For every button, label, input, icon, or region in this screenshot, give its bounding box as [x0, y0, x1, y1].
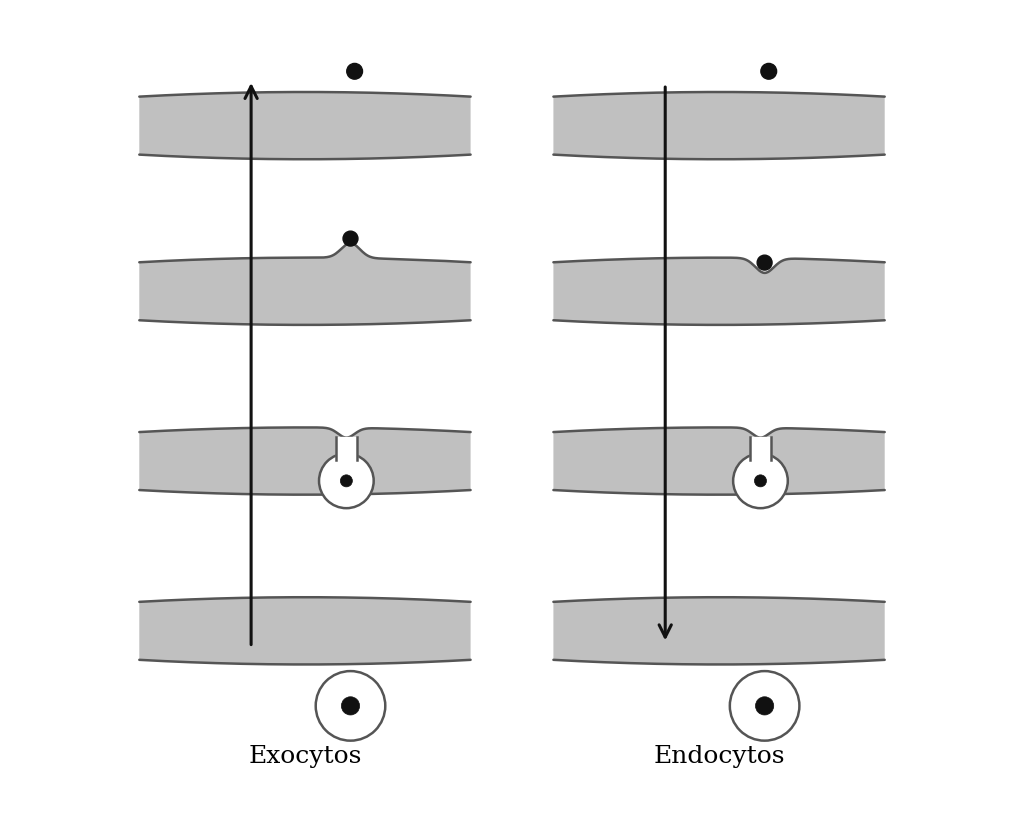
- Polygon shape: [553, 258, 885, 325]
- Polygon shape: [139, 243, 471, 325]
- Polygon shape: [553, 427, 885, 494]
- Text: Exocytos: Exocytos: [248, 745, 361, 768]
- Circle shape: [347, 63, 362, 79]
- Circle shape: [756, 696, 774, 715]
- Text: Endocytos: Endocytos: [653, 745, 784, 768]
- Circle shape: [319, 454, 374, 509]
- Polygon shape: [553, 92, 885, 160]
- Circle shape: [755, 475, 767, 487]
- Circle shape: [343, 231, 358, 246]
- Circle shape: [761, 63, 776, 79]
- Polygon shape: [139, 427, 471, 494]
- Circle shape: [733, 454, 787, 509]
- Polygon shape: [553, 597, 885, 665]
- Circle shape: [341, 696, 359, 715]
- Circle shape: [730, 671, 800, 740]
- Polygon shape: [139, 92, 471, 160]
- Circle shape: [757, 255, 772, 270]
- Polygon shape: [139, 597, 471, 665]
- Circle shape: [340, 475, 352, 487]
- Circle shape: [315, 671, 385, 740]
